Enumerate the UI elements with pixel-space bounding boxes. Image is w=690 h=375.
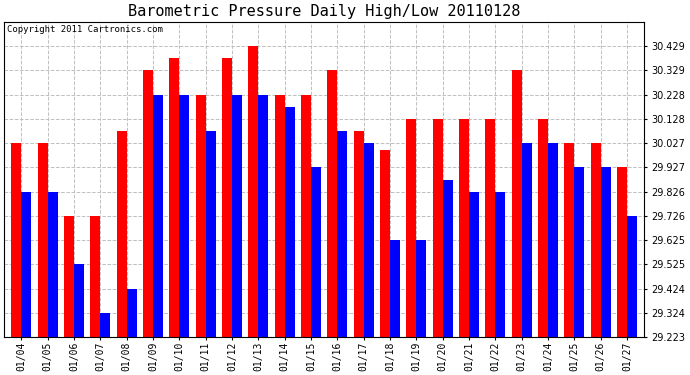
Title: Barometric Pressure Daily High/Low 20110128: Barometric Pressure Daily High/Low 20110…	[128, 4, 520, 19]
Bar	[222, 58, 232, 337]
Bar	[301, 94, 311, 337]
Bar	[600, 167, 611, 337]
Bar	[179, 94, 189, 337]
Bar	[206, 131, 215, 337]
Bar	[459, 119, 469, 337]
Bar	[311, 167, 321, 337]
Bar	[11, 143, 21, 337]
Bar	[143, 70, 153, 337]
Bar	[574, 167, 584, 337]
Bar	[538, 119, 548, 337]
Bar	[169, 58, 179, 337]
Bar	[195, 94, 206, 337]
Bar	[337, 131, 347, 337]
Bar	[416, 240, 426, 337]
Bar	[485, 119, 495, 337]
Bar	[100, 313, 110, 337]
Bar	[548, 143, 558, 337]
Bar	[153, 94, 163, 337]
Bar	[591, 143, 600, 337]
Bar	[564, 143, 574, 337]
Bar	[433, 119, 442, 337]
Bar	[74, 264, 84, 337]
Bar	[90, 216, 100, 337]
Bar	[495, 192, 505, 337]
Bar	[522, 143, 531, 337]
Bar	[275, 94, 284, 337]
Bar	[232, 94, 242, 337]
Bar	[353, 131, 364, 337]
Bar	[117, 131, 127, 337]
Bar	[364, 143, 373, 337]
Bar	[617, 167, 627, 337]
Text: Copyright 2011 Cartronics.com: Copyright 2011 Cartronics.com	[8, 25, 164, 34]
Bar	[64, 216, 74, 337]
Bar	[284, 107, 295, 337]
Bar	[48, 192, 58, 337]
Bar	[248, 46, 258, 337]
Bar	[390, 240, 400, 337]
Bar	[38, 143, 48, 337]
Bar	[327, 70, 337, 337]
Bar	[406, 119, 416, 337]
Bar	[21, 192, 31, 337]
Bar	[469, 192, 479, 337]
Bar	[627, 216, 637, 337]
Bar	[511, 70, 522, 337]
Bar	[380, 150, 390, 337]
Bar	[127, 289, 137, 337]
Bar	[258, 94, 268, 337]
Bar	[442, 180, 453, 337]
